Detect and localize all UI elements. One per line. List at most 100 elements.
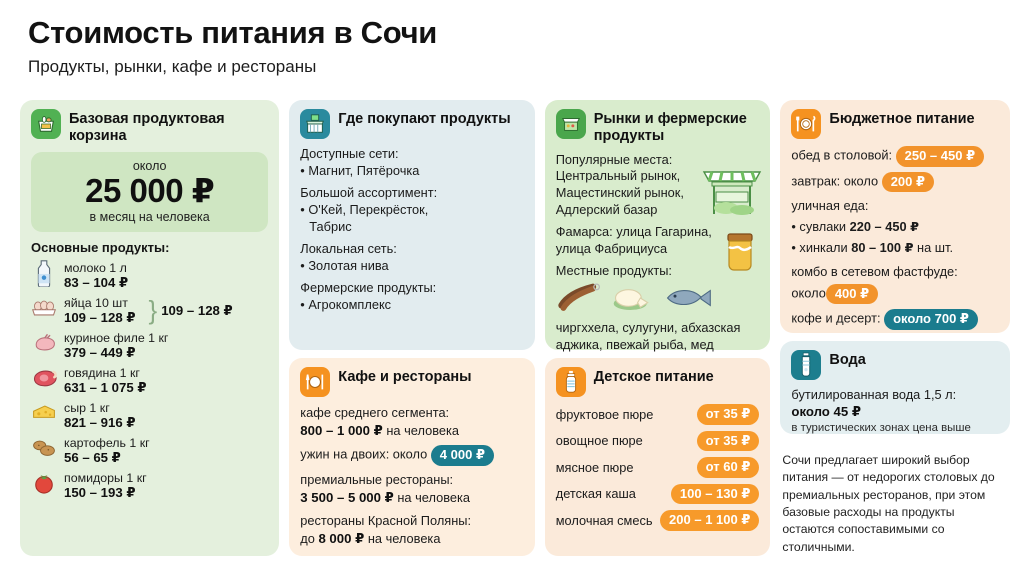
- product-price: 150 – 193 ₽: [64, 485, 136, 501]
- street-item-price: 220 – 450 ₽: [849, 219, 920, 235]
- card-title: Детское питание: [593, 369, 714, 385]
- group-label: Фермерские продукты:: [300, 280, 437, 296]
- baby-food-price-pill: 100 – 130 ₽: [670, 483, 760, 505]
- page-title: Стоимость питания в Сочи: [28, 15, 438, 50]
- store-icon: [300, 109, 331, 139]
- cafe-row-value: 3 500 – 5 000 ₽ на человека: [300, 489, 523, 507]
- column-4: Бюджетное питание обед в столовой: 250 –…: [780, 100, 1010, 556]
- street-item-tail: на шт.: [913, 240, 954, 256]
- place-item: Мацестинский рынок,: [555, 184, 684, 200]
- cafe-row-tail: на человека: [382, 423, 459, 439]
- cafe-row-amount: 800 – 1 000 ₽: [300, 423, 383, 439]
- baby-food-price-pill: от 35 ₽: [696, 404, 760, 425]
- local-products-label: Местные продукты:: [555, 263, 672, 279]
- cafe-row-prefix: до: [300, 531, 319, 547]
- card-header: Базовая продуктовая корзина: [31, 109, 268, 145]
- card-water: Вода бутилированная вода 1,5 л: около 45…: [780, 341, 1010, 434]
- street-item: Фамарса: улица Гагарина,: [555, 224, 712, 240]
- cafe-row-label: премиальные рестораны:: [300, 471, 454, 487]
- group-item: • О'Кей, Перекрёсток,: [300, 201, 429, 217]
- cutlery-plate-icon: [300, 367, 331, 397]
- cafe-row-tail: на человека: [364, 531, 441, 547]
- product-text: молоко 1 л 83 – 104 ₽: [64, 261, 128, 290]
- product-name: молоко 1 л: [64, 261, 127, 276]
- budget-coffee-label: кофе и десерт:: [791, 310, 881, 326]
- budget-combo-row: около 400 ₽: [791, 283, 999, 305]
- group-item: Табрис: [309, 218, 352, 234]
- chicken-icon: [31, 332, 57, 359]
- product-price: 631 – 1 075 ₽: [64, 380, 147, 396]
- baby-food-row: мясное пюре от 60 ₽: [556, 457, 760, 478]
- budget-street-item: • хинкали 80 – 100 ₽ на шт.: [791, 239, 999, 257]
- eggs-icon: [31, 298, 57, 323]
- budget-breakfast-label: завтрак: около: [791, 173, 879, 189]
- group-item: • Золотая нива: [300, 257, 389, 273]
- product-text: сыр 1 кг 821 – 916 ₽: [64, 401, 136, 430]
- product-text: картофель 1 кг 56 – 65 ₽: [64, 436, 150, 465]
- products-section-title: Основные продукты:: [31, 240, 170, 256]
- product-name: помидоры 1 кг: [64, 471, 147, 486]
- budget-combo-pill: 400 ₽: [825, 283, 879, 305]
- card-title: Базовая продуктовая корзина: [69, 111, 225, 144]
- card-title: Кафе и рестораны: [338, 369, 472, 385]
- grocery-basket-icon: [31, 109, 61, 139]
- column-3: Рынки и фермерские продукты Популярные м…: [544, 100, 771, 556]
- card-header: Кафе и рестораны: [300, 367, 523, 397]
- product-row: помидоры 1 кг 150 – 193 ₽: [31, 468, 268, 503]
- street-item-price: 80 – 100 ₽: [851, 240, 914, 256]
- brace-icon: }: [148, 295, 158, 326]
- place-item: Центральный рынок,: [555, 168, 681, 184]
- cafe-row-tail: на человека: [393, 489, 470, 505]
- hero-amount-block: около 25 000 ₽ в месяц на человека: [31, 151, 269, 233]
- budget-coffee-row: кофе и десерт: около 700 ₽: [791, 309, 999, 330]
- sausage-icon: [556, 283, 604, 318]
- baby-food-name: молочная смесь: [555, 512, 653, 528]
- tomato-icon: [31, 472, 57, 499]
- product-row: яйца 10 шт 109 – 128 ₽ } 109 – 128 ₽: [31, 293, 268, 328]
- product-name: картофель 1 кг: [64, 436, 150, 451]
- card-cafes-restaurants: Кафе и рестораны кафе среднего сегмента:…: [289, 358, 535, 556]
- cafe-row-value: до 8 000 ₽ на человека: [300, 530, 523, 548]
- card-header: Детское питание: [555, 367, 760, 397]
- card-title: Где покупают продукты: [338, 111, 511, 127]
- baby-food-name: мясное пюре: [555, 459, 634, 475]
- baby-food-row: фруктовое пюре от 35 ₽: [556, 404, 760, 425]
- column-1: Базовая продуктовая корзина около 25 000…: [20, 100, 280, 556]
- market-stall-icon: [555, 109, 586, 139]
- card-title: Бюджетное питание: [829, 111, 975, 127]
- columns-container: Базовая продуктовая корзина около 25 000…: [20, 100, 1010, 556]
- fish-icon: [662, 283, 714, 318]
- card-markets-farm-products: Рынки и фермерские продукты Популярные м…: [544, 100, 771, 352]
- card-basic-grocery-basket: Базовая продуктовая корзина около 25 000…: [20, 100, 280, 556]
- eggs-brace-price: 109 – 128 ₽: [161, 302, 233, 318]
- baby-food-price-pill: от 35 ₽: [696, 430, 760, 452]
- milk-bottle-icon: [31, 259, 57, 292]
- header: Стоимость питания в Сочи Продукты, рынки…: [28, 15, 438, 77]
- product-name: куриное филе 1 кг: [64, 331, 169, 346]
- budget-coffee-pill: около 700 ₽: [884, 309, 978, 330]
- plate-cutlery-icon: [791, 109, 822, 139]
- baby-food-name: фруктовое пюре: [555, 406, 654, 422]
- product-price: 56 – 65 ₽: [64, 450, 121, 466]
- page-subtitle: Продукты, рынки, кафе и рестораны: [28, 57, 317, 77]
- cheese-icon: [31, 403, 57, 428]
- product-name: сыр 1 кг: [64, 401, 110, 416]
- place-item: Адлерский базар: [555, 201, 658, 217]
- card-header: Рынки и фермерские продукты: [555, 109, 760, 145]
- hero-below-label: в месяц на человека: [89, 210, 210, 225]
- product-text: помидоры 1 кг 150 – 193 ₽: [64, 471, 147, 500]
- budget-breakfast-pill: 200 ₽: [881, 171, 935, 193]
- cafe-row-amount: 8 000 ₽: [318, 531, 365, 547]
- group-item: • Агрокомплекс: [300, 297, 392, 312]
- budget-breakfast-row: завтрак: около 200 ₽: [791, 171, 999, 193]
- cafe-row-amount: 3 500 – 5 000 ₽: [300, 489, 394, 505]
- card-title: Вода: [829, 352, 866, 368]
- group-label: Локальная сеть:: [300, 241, 397, 257]
- column-2: Где покупают продукты Доступные сети: • …: [289, 100, 535, 556]
- eggs-brace-annotation: } 109 – 128 ₽: [148, 295, 233, 326]
- water-note: в туристических зонах цена выше: [791, 421, 971, 434]
- card-baby-food: Детское питание фруктовое пюре от 35 ₽ о…: [544, 358, 771, 556]
- water-price: около 45 ₽: [791, 403, 862, 419]
- card-header: Бюджетное питание: [791, 109, 999, 139]
